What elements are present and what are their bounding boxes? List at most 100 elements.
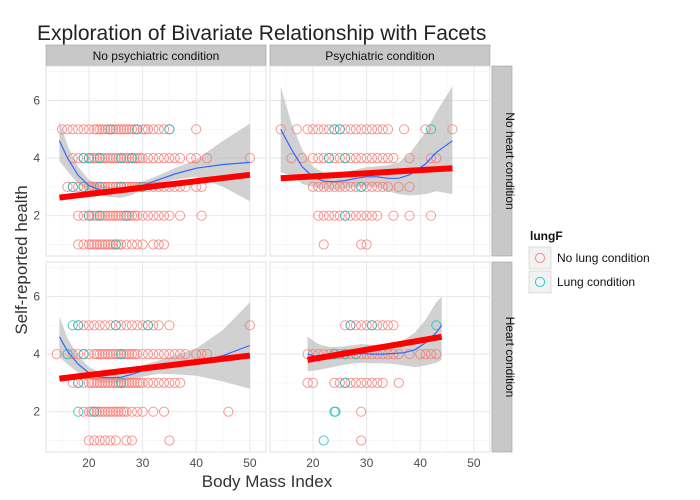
point-no-lung xyxy=(340,320,351,331)
point-no-lung xyxy=(350,153,361,164)
point-no-lung xyxy=(105,406,116,417)
point-no-lung xyxy=(318,153,329,164)
point-no-lung xyxy=(164,435,175,446)
point-no-lung xyxy=(97,210,108,221)
point-lung xyxy=(78,181,89,192)
point-no-lung xyxy=(91,377,103,388)
point-no-lung xyxy=(118,377,129,388)
legend-key xyxy=(528,246,552,270)
point-no-lung xyxy=(372,153,383,164)
point-no-lung xyxy=(175,153,186,164)
point-no-lung xyxy=(102,349,113,360)
panel-grid: No psychiatric condition Psychiatric cond… xyxy=(33,44,517,470)
point-no-lung xyxy=(148,239,159,250)
point-no-lung xyxy=(361,239,372,250)
point-no-lung xyxy=(313,210,324,221)
point-no-lung xyxy=(89,210,100,221)
point-lung xyxy=(431,320,442,331)
point-lung xyxy=(425,124,437,135)
point-no-lung xyxy=(334,181,345,192)
point-no-lung xyxy=(137,320,148,331)
point-no-lung xyxy=(91,349,103,360)
point-no-lung xyxy=(350,181,361,192)
point-no-lung xyxy=(110,153,121,164)
point-no-lung xyxy=(377,181,388,192)
point-no-lung xyxy=(102,406,113,417)
point-no-lung xyxy=(97,406,108,417)
point-no-lung xyxy=(356,320,367,331)
point-no-lung xyxy=(334,153,345,164)
point-lung xyxy=(164,124,175,135)
point-no-lung xyxy=(334,377,345,388)
point-no-lung xyxy=(94,320,105,331)
point-no-lung xyxy=(89,435,100,446)
point-no-lung xyxy=(91,153,103,164)
point-no-lung xyxy=(124,153,135,164)
point-no-lung xyxy=(83,435,95,446)
point-no-lung xyxy=(99,435,111,446)
point-no-lung xyxy=(286,153,297,164)
point-no-lung xyxy=(108,349,119,360)
point-lung xyxy=(116,377,127,388)
point-no-lung xyxy=(201,153,213,164)
point-no-lung xyxy=(102,124,113,135)
point-no-lung xyxy=(89,153,100,164)
point-no-lung xyxy=(393,377,404,388)
point-no-lung xyxy=(153,210,164,221)
point-no-lung xyxy=(108,239,119,250)
point-no-lung xyxy=(118,124,129,135)
point-no-lung xyxy=(356,239,367,250)
point-lung xyxy=(78,153,89,164)
point-no-lung xyxy=(126,406,137,417)
point-lung xyxy=(356,181,367,192)
point-no-lung xyxy=(158,124,170,135)
point-no-lung xyxy=(99,153,111,164)
point-no-lung xyxy=(91,406,103,417)
point-no-lung xyxy=(307,124,318,135)
point-no-lung xyxy=(175,377,186,388)
point-no-lung xyxy=(73,124,84,135)
point-lung xyxy=(330,406,341,417)
point-lung xyxy=(67,320,78,331)
point-no-lung xyxy=(94,124,105,135)
point-no-lung xyxy=(83,377,95,388)
point-no-lung xyxy=(51,349,62,360)
x-tick-label: 20 xyxy=(82,456,96,470)
point-no-lung xyxy=(67,124,78,135)
point-lung xyxy=(132,124,143,135)
point-no-lung xyxy=(102,239,113,250)
point-no-lung xyxy=(366,153,378,164)
legend-key-symbol xyxy=(534,276,546,288)
point-no-lung xyxy=(116,124,127,135)
linear-fit-line xyxy=(59,352,251,382)
point-no-lung xyxy=(83,349,95,360)
point-no-lung xyxy=(420,349,431,360)
point-no-lung xyxy=(73,153,84,164)
point-no-lung xyxy=(345,377,356,388)
point-no-lung xyxy=(102,377,113,388)
point-no-lung xyxy=(356,377,367,388)
legend-entry-label: Lung condition xyxy=(557,275,635,289)
point-no-lung xyxy=(113,406,124,417)
point-no-lung xyxy=(129,377,140,388)
point-no-lung xyxy=(108,210,119,221)
point-no-lung xyxy=(97,239,108,250)
point-no-lung xyxy=(99,210,111,221)
point-no-lung xyxy=(105,435,116,446)
point-no-lung xyxy=(62,181,73,192)
point-lung xyxy=(340,210,351,221)
point-no-lung xyxy=(113,153,124,164)
point-lung xyxy=(62,349,73,360)
point-no-lung xyxy=(223,406,234,417)
y-tick-label: 4 xyxy=(33,151,40,165)
point-lung xyxy=(94,153,105,164)
point-no-lung xyxy=(121,124,132,135)
point-no-lung xyxy=(78,320,89,331)
point-no-lung xyxy=(329,210,340,221)
point-no-lung xyxy=(108,124,119,135)
point-no-lung xyxy=(425,210,437,221)
point-no-lung xyxy=(89,320,100,331)
point-no-lung xyxy=(361,181,372,192)
point-no-lung xyxy=(158,349,170,360)
point-no-lung xyxy=(73,210,84,221)
